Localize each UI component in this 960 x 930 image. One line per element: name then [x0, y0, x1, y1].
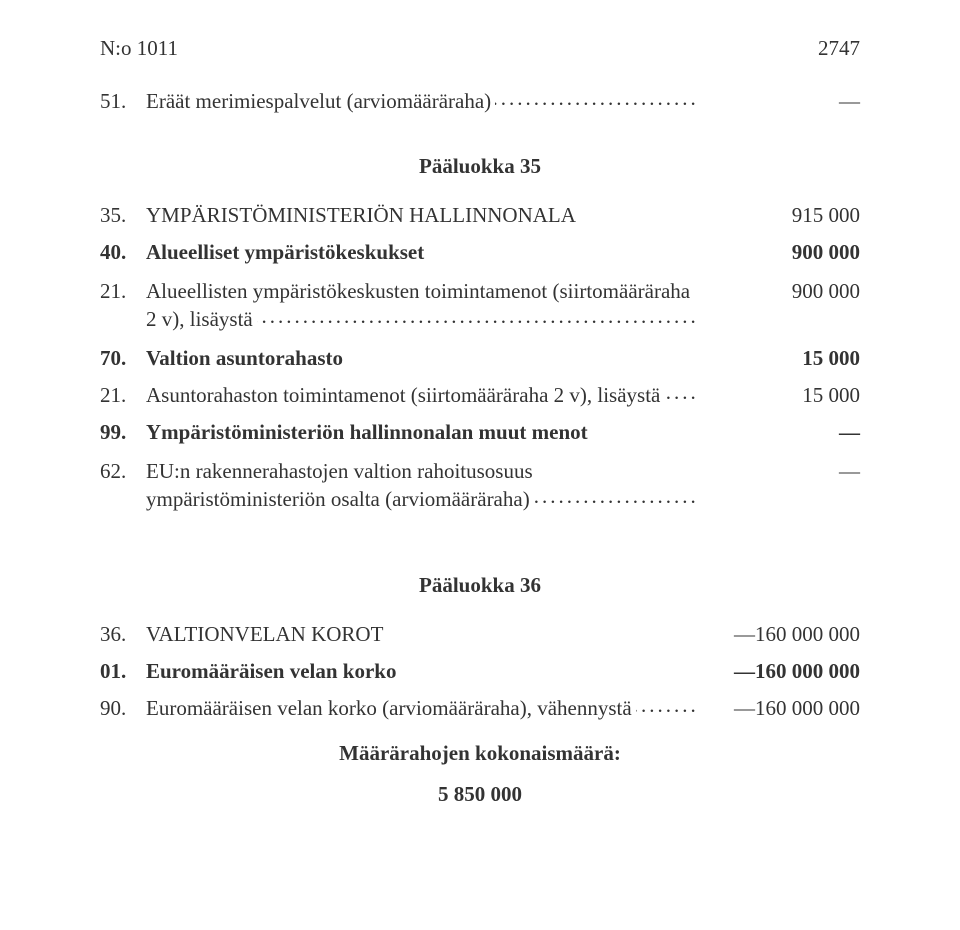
- doc-ref: N:o 1011: [100, 36, 178, 61]
- table-row: 51. Eräät merimiespalvelut (arviomäärära…: [100, 89, 860, 114]
- row-label: EU:n rakennerahastojen valtion rahoituso…: [146, 457, 700, 514]
- row-value: —160 000 000: [700, 659, 860, 684]
- row-number: 36.: [100, 622, 146, 647]
- row-label: Euromääräisen velan korko (arviomäärärah…: [146, 696, 700, 721]
- table-row: 62. EU:n rakennerahastojen valtion rahoi…: [100, 457, 860, 514]
- section-title: Pääluokka 36: [100, 573, 860, 598]
- row-value: —: [700, 459, 860, 484]
- row-label: YMPÄRISTÖMINISTERIÖN HALLINNONALA: [146, 203, 700, 228]
- table-row: 99. Ympäristöministeriön hallinnonalan m…: [100, 420, 860, 445]
- row-number: 21.: [100, 279, 146, 304]
- row-number: 99.: [100, 420, 146, 445]
- table-row: 35. YMPÄRISTÖMINISTERIÖN HALLINNONALA 91…: [100, 203, 860, 228]
- row-label: Alueellisten ympäristökeskusten toiminta…: [146, 277, 700, 334]
- row-value: 15 000: [700, 383, 860, 408]
- row-label: Asuntorahaston toimintamenot (siirtomäär…: [146, 383, 700, 408]
- section-title: Pääluokka 35: [100, 154, 860, 179]
- table-row: 01. Euromääräisen velan korko —160 000 0…: [100, 659, 860, 684]
- row-label: VALTIONVELAN KOROT: [146, 622, 700, 647]
- row-label: Alueelliset ympäristökeskukset: [146, 240, 700, 265]
- row-number: 70.: [100, 346, 146, 371]
- page-header: N:o 1011 2747: [100, 36, 860, 61]
- footer-value: 5 850 000: [100, 782, 860, 807]
- row-value: 900 000: [700, 279, 860, 304]
- row-value: —160 000 000: [700, 622, 860, 647]
- row-value: —: [700, 420, 860, 445]
- row-number: 51.: [100, 89, 146, 114]
- row-number: 35.: [100, 203, 146, 228]
- row-label: Euromääräisen velan korko: [146, 659, 700, 684]
- row-number: 90.: [100, 696, 146, 721]
- table-row: 70. Valtion asuntorahasto 15 000: [100, 346, 860, 371]
- table-row: 21. Asuntorahaston toimintamenot (siirto…: [100, 383, 860, 408]
- row-value: 900 000: [700, 240, 860, 265]
- row-number: 01.: [100, 659, 146, 684]
- row-label: Valtion asuntorahasto: [146, 346, 700, 371]
- table-row: 40. Alueelliset ympäristökeskukset 900 0…: [100, 240, 860, 265]
- row-number: 62.: [100, 459, 146, 484]
- row-label: Ympäristöministeriön hallinnonalan muut …: [146, 420, 700, 445]
- table-row: 36. VALTIONVELAN KOROT —160 000 000: [100, 622, 860, 647]
- row-value: 15 000: [700, 346, 860, 371]
- page-number: 2747: [730, 36, 860, 61]
- row-value: —160 000 000: [700, 696, 860, 721]
- table-row: 21. Alueellisten ympäristökeskusten toim…: [100, 277, 860, 334]
- row-label: Eräät merimiespalvelut (arviomääräraha): [146, 89, 700, 114]
- footer-label: Määrärahojen kokonaismäärä:: [100, 741, 860, 766]
- document-page: N:o 1011 2747 51. Eräät merimiespalvelut…: [0, 0, 960, 847]
- row-value: 915 000: [700, 203, 860, 228]
- row-value: —: [700, 89, 860, 114]
- row-number: 21.: [100, 383, 146, 408]
- table-row: 90. Euromääräisen velan korko (arviomäär…: [100, 696, 860, 721]
- row-number: 40.: [100, 240, 146, 265]
